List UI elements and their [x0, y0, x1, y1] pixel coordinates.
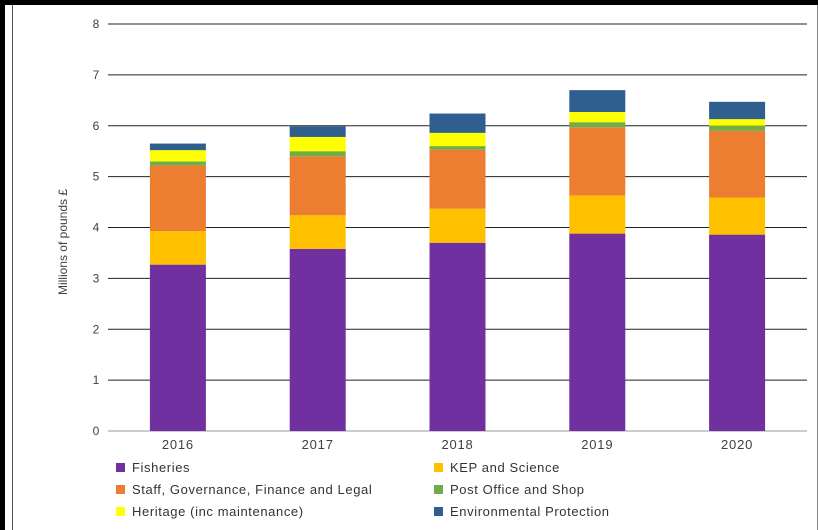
- bar-segment-2020-3: [709, 125, 766, 131]
- bar-segment-2017-3: [289, 151, 346, 157]
- x-tick-label: 2016: [162, 437, 194, 452]
- legend-item: Fisheries: [116, 458, 434, 477]
- legend-label: KEP and Science: [450, 460, 560, 475]
- bar-segment-2016-0: [149, 264, 206, 431]
- bar-segment-2016-3: [149, 161, 206, 166]
- bar-segment-2016-2: [149, 165, 206, 232]
- legend-item: Heritage (inc maintenance): [116, 502, 434, 521]
- y-tick-label: 7: [93, 68, 100, 82]
- legend: Fisheries KEP and Science Staff, Governanc…: [116, 458, 716, 521]
- y-tick-label: 8: [93, 17, 100, 31]
- y-tick-label: 5: [93, 170, 100, 184]
- y-tick-label: 1: [93, 373, 100, 387]
- bar-segment-2019-4: [569, 112, 626, 123]
- y-tick-label: 3: [93, 271, 100, 285]
- bar-segment-2019-3: [569, 122, 626, 128]
- bars-group: [149, 90, 766, 431]
- gridlines: [108, 23, 807, 432]
- bar-segment-2018-5: [429, 113, 486, 133]
- bar-segment-2019-5: [569, 90, 626, 113]
- bar-segment-2020-0: [709, 234, 766, 431]
- bar-segment-2016-1: [149, 231, 206, 265]
- bar-segment-2017-4: [289, 136, 346, 152]
- y-tick-label: 0: [93, 424, 100, 438]
- x-tick-label: 2018: [441, 437, 473, 452]
- legend-label: Fisheries: [132, 460, 191, 475]
- bar-segment-2017-2: [289, 156, 346, 216]
- bar-segment-2017-5: [289, 126, 346, 137]
- legend-label: Environmental Protection: [450, 504, 610, 519]
- legend-swatch: [434, 463, 443, 472]
- bar-segment-2018-0: [429, 242, 486, 431]
- x-tick-label: 2020: [721, 437, 753, 452]
- bar-segment-2017-1: [289, 215, 346, 249]
- legend-item: Post Office and Shop: [434, 480, 714, 499]
- legend-swatch: [434, 485, 443, 494]
- bar-segment-2019-0: [569, 233, 626, 431]
- bar-segment-2020-1: [709, 197, 766, 235]
- bar-segment-2018-3: [429, 146, 486, 150]
- frame-inner-left-border: [12, 5, 13, 530]
- y-tick-label: 6: [93, 119, 100, 133]
- bar-segment-2016-4: [149, 150, 206, 162]
- bar-segment-2018-1: [429, 208, 486, 243]
- bar-segment-2016-5: [149, 143, 206, 151]
- bar-segment-2018-4: [429, 132, 486, 147]
- x-tick-label: 2019: [581, 437, 613, 452]
- bar-segment-2020-4: [709, 119, 766, 126]
- frame-top-border: [0, 0, 818, 5]
- bar-segment-2018-2: [429, 149, 486, 209]
- legend-item: Environmental Protection: [434, 502, 714, 521]
- y-axis-label: Millions of pounds £: [56, 189, 70, 295]
- legend-label: Post Office and Shop: [450, 482, 585, 497]
- legend-label: Staff, Governance, Finance and Legal: [132, 482, 373, 497]
- legend-swatch: [116, 507, 125, 516]
- legend-swatch: [116, 485, 125, 494]
- x-tick-labels: 2016 2017 2018 2019 2020: [162, 437, 753, 452]
- bar-segment-2019-2: [569, 127, 626, 196]
- legend-label: Heritage (inc maintenance): [132, 504, 304, 519]
- y-tick-label: 4: [93, 221, 100, 235]
- bar-segment-2017-0: [289, 248, 346, 431]
- y-tick-label: 2: [93, 322, 100, 336]
- x-tick-label: 2017: [302, 437, 334, 452]
- frame-left-border: [0, 0, 5, 530]
- bar-segment-2019-1: [569, 195, 626, 234]
- bar-segment-2020-2: [709, 130, 766, 198]
- bar-segment-2020-5: [709, 101, 766, 120]
- legend-swatch: [116, 463, 125, 472]
- legend-item: Staff, Governance, Finance and Legal: [116, 480, 434, 499]
- y-tick-labels: 0 1 2 3 4 5 6 7 8: [93, 17, 100, 438]
- legend-item: KEP and Science: [434, 458, 714, 477]
- legend-swatch: [434, 507, 443, 516]
